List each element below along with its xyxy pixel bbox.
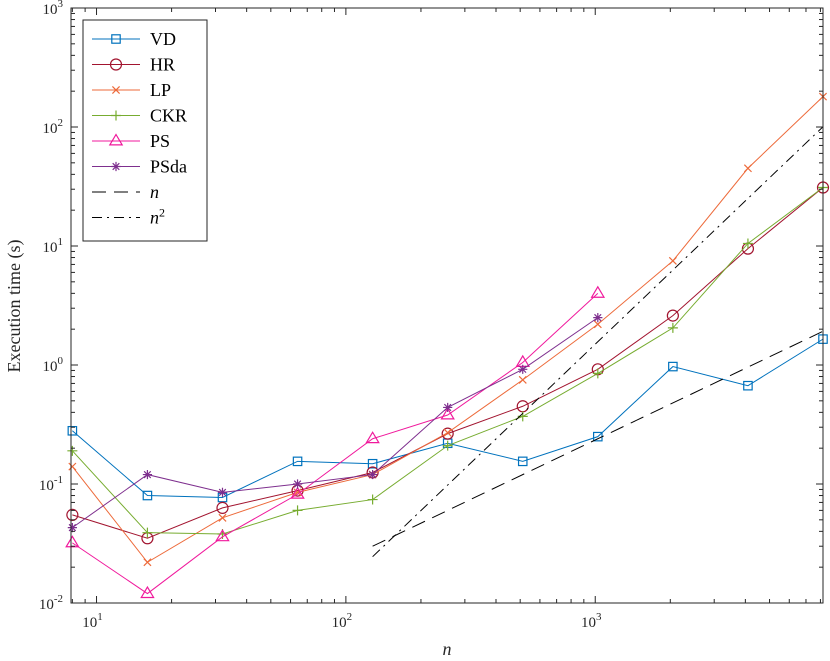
series-line-hr <box>72 187 824 539</box>
data-point-ckr <box>442 440 453 451</box>
legend-label: LP <box>150 80 171 100</box>
legend-label: n2 <box>150 206 165 228</box>
data-point-ckr <box>367 494 378 505</box>
series-layer <box>65 92 830 599</box>
data-point-ps <box>215 529 230 542</box>
series-ckr <box>67 182 828 540</box>
legend-marker <box>111 85 121 95</box>
data-point-ckr <box>667 322 678 333</box>
y-tick-label: 101 <box>43 236 64 256</box>
data-point-ps <box>65 535 80 548</box>
legend-label: n <box>150 182 159 202</box>
series-n <box>372 126 824 558</box>
data-point-ckr <box>742 238 753 249</box>
series-line-ps <box>72 292 599 595</box>
data-point-ckr <box>142 527 153 538</box>
data-point-lp <box>143 558 152 567</box>
x-tick-label: 101 <box>82 611 103 631</box>
y-tick-label: 10-2 <box>39 593 63 613</box>
legend-item-psda: PSda <box>92 157 187 177</box>
legend: VD HR LP CKR PS PSda n n2 <box>82 19 208 242</box>
legend-marker <box>111 161 121 172</box>
data-point-vd <box>292 456 303 467</box>
legend-box <box>82 19 208 242</box>
legend-marker <box>108 133 124 146</box>
data-point-hr <box>441 427 454 440</box>
legend-marker <box>111 34 121 44</box>
data-point-lp <box>743 164 752 173</box>
data-point-lp <box>668 256 677 265</box>
data-point-psda <box>292 479 303 489</box>
series-ps <box>65 285 606 599</box>
data-point-ckr <box>67 445 78 456</box>
x-tick-label: 103 <box>581 611 602 631</box>
legend-label: PSda <box>150 157 187 177</box>
legend-item-lp: LP <box>92 80 171 100</box>
legend-item-n: n <box>92 182 159 202</box>
series-line-n <box>372 126 824 558</box>
data-point-lp <box>443 428 452 437</box>
legend-item-ps: PS <box>92 131 170 151</box>
series-line-psda <box>72 317 599 529</box>
data-point-vd <box>142 490 153 501</box>
data-point-vd <box>367 458 378 469</box>
data-point-hr <box>216 501 229 514</box>
x-tick-label: 102 <box>332 611 353 631</box>
x-axis-label: n <box>443 639 452 659</box>
series-line-n <box>372 330 824 547</box>
data-point-ckr <box>592 368 603 379</box>
data-point-psda <box>593 313 603 323</box>
data-point-ckr <box>292 505 303 516</box>
data-point-psda <box>443 402 453 413</box>
data-point-ps <box>590 285 606 298</box>
data-point-lp <box>293 488 302 497</box>
legend-item-vd: VD <box>92 29 176 49</box>
data-point-lp <box>218 513 227 522</box>
legend-item-n: n2 <box>92 206 165 228</box>
data-point-psda <box>67 523 77 533</box>
data-point-vd <box>67 425 78 436</box>
plot-frame <box>70 7 824 604</box>
data-point-lp <box>593 320 602 329</box>
data-point-psda <box>217 487 228 497</box>
legend-label: CKR <box>150 106 187 126</box>
y-tick-label: 100 <box>43 355 64 375</box>
data-point-psda <box>142 469 153 480</box>
legend-label: HR <box>150 55 175 75</box>
legend-label: VD <box>150 29 176 49</box>
y-tick-label: 10-1 <box>39 474 63 494</box>
series-psda <box>67 313 603 533</box>
series-n <box>372 330 824 547</box>
data-point-ps <box>440 407 455 420</box>
data-point-vd <box>668 361 678 372</box>
data-point-vd <box>517 456 528 467</box>
legend-marker <box>111 110 121 121</box>
legend-label: PS <box>150 131 170 151</box>
data-point-hr <box>666 309 679 322</box>
data-point-lp <box>68 462 77 471</box>
y-axis-label: Execution time (s) <box>4 240 25 373</box>
legend-marker <box>109 58 123 71</box>
data-point-lp <box>518 375 527 384</box>
data-point-psda <box>518 364 528 374</box>
legend-item-hr: HR <box>92 55 175 75</box>
ticks-layer: 101 102 103 10-2 10-1 100 101 102 103 <box>39 0 823 631</box>
y-tick-label: 103 <box>43 0 64 18</box>
data-point-ps <box>140 585 155 599</box>
data-point-ps <box>290 486 305 499</box>
data-point-vd <box>743 380 753 391</box>
data-point-psda <box>368 469 378 480</box>
data-point-hr <box>66 508 79 521</box>
legend-item-ckr: CKR <box>92 106 187 126</box>
y-tick-label: 102 <box>43 117 64 137</box>
data-point-ps <box>365 431 380 444</box>
